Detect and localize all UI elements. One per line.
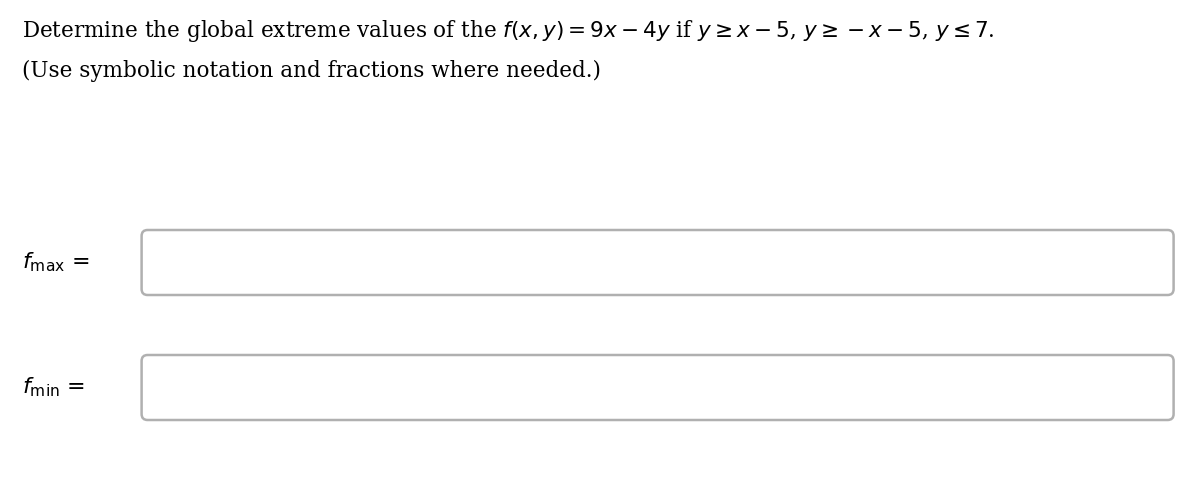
FancyBboxPatch shape (142, 230, 1174, 295)
Text: $f_{\mathrm{max}}$ =: $f_{\mathrm{max}}$ = (22, 250, 90, 274)
FancyBboxPatch shape (142, 355, 1174, 420)
Text: Determine the global extreme values of the $f(x, y) = 9x - 4y$ if $y \geq x - 5$: Determine the global extreme values of t… (22, 18, 995, 44)
Text: (Use symbolic notation and fractions where needed.): (Use symbolic notation and fractions whe… (22, 60, 601, 82)
Text: $f_{\mathrm{min}}$ =: $f_{\mathrm{min}}$ = (22, 376, 85, 399)
